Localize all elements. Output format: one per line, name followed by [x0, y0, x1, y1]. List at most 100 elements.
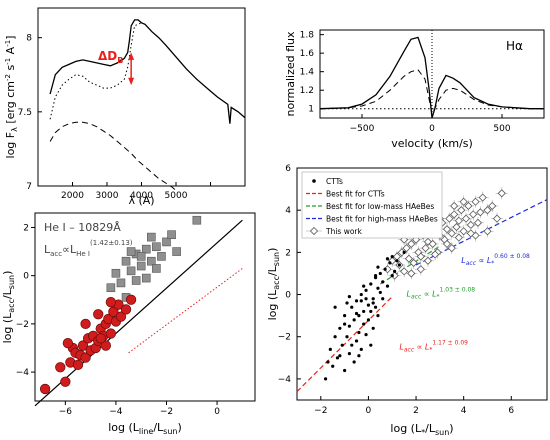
- lacc-this-work-point: [388, 256, 397, 265]
- lacc-this-work-point: [459, 227, 468, 236]
- hei-red-point: [93, 309, 104, 320]
- lacc-this-work-point: [400, 267, 409, 276]
- lacc-x-tick-label: 2: [413, 406, 419, 416]
- hei-gray-point: [131, 276, 141, 285]
- lacc-legend-label: Best fit for low-mass HAeBes: [326, 202, 434, 211]
- lacc-ctts-point: [373, 273, 378, 278]
- lacc-legend-label: Best fit for high-mass HAeBes: [326, 215, 438, 224]
- lacc-ctts-point: [369, 309, 373, 314]
- lacc-ctts-point: [369, 343, 373, 347]
- hei-red-point: [125, 294, 137, 305]
- lacc-ctts-point: [390, 254, 394, 259]
- lacc-this-work-point: [497, 189, 506, 198]
- lacc-ctts-point: [345, 301, 349, 305]
- lacc-ctts-point: [333, 335, 337, 339]
- lacc-ctts-point: [357, 330, 361, 335]
- hei-red-point: [95, 333, 106, 344]
- lacc-ctts-point: [397, 263, 401, 267]
- hei-red-point: [80, 352, 91, 363]
- hei-red-point: [100, 340, 111, 351]
- lacc-ctts-point: [373, 305, 378, 309]
- hei-x-tick-label: −6: [59, 407, 73, 417]
- lacc-ctts-point: [366, 318, 371, 322]
- lacc-this-work-point: [454, 233, 463, 242]
- lacc-legend-box: [301, 171, 443, 239]
- lacc-this-work-point: [447, 229, 456, 238]
- lacc-this-work-point: [464, 201, 473, 211]
- hei-red-point: [55, 362, 66, 373]
- sed-series-solid: [49, 19, 246, 124]
- lacc-ctts-point: [331, 364, 335, 368]
- halpha-x-tick-label: −500: [350, 124, 375, 134]
- sed-series-dashed: [49, 121, 177, 191]
- hei-gray-point: [116, 278, 126, 288]
- lacc-ctts-point: [338, 326, 342, 330]
- hei-red-point: [77, 340, 89, 351]
- lacc-ctts-point: [350, 343, 354, 347]
- lacc-y-tick-label: 2: [285, 248, 291, 258]
- lacc-legend-label: This work: [325, 227, 363, 236]
- lacc-this-work-point: [402, 244, 411, 253]
- halpha-profile-chart: −500 0 500 1 1.2 1.4 1.6 1.8 Hα velocity (km/s) no…: [284, 29, 545, 150]
- hei-fit-line: [34, 219, 243, 407]
- lacc-x-axis-label: log (L*/Lsun): [390, 422, 453, 437]
- lacc-ctts-point: [393, 269, 397, 273]
- lacc-ctts-point: [378, 271, 382, 276]
- sed-annotation-arrow-head: [128, 77, 135, 86]
- hei-y-axis-label: log (Lacc/Lsun): [1, 271, 16, 344]
- hei-gray-point: [152, 242, 161, 252]
- hei-y-tick-label: −4: [16, 368, 30, 378]
- lacc-ctts-point: [347, 324, 351, 328]
- lacc-ctts-point: [359, 347, 363, 351]
- halpha-x-tick-label: 0: [429, 124, 435, 134]
- hei-gray-point: [167, 230, 176, 239]
- lacc-this-work-point: [483, 206, 492, 215]
- halpha-y-tick-label: 1.6: [300, 49, 315, 59]
- lacc-this-work-point: [450, 201, 459, 211]
- hei-gray-point: [172, 247, 181, 256]
- hei-x-tick-label: −4: [109, 407, 123, 417]
- sed-x-tick-label: 5000: [165, 191, 188, 201]
- hei-red-point: [80, 318, 91, 330]
- hei-gray-point: [136, 252, 146, 261]
- lacc-ctts-point: [362, 322, 366, 326]
- lacc-this-work-point: [478, 193, 487, 202]
- sed-y-tick-label: 7: [26, 182, 32, 192]
- lacc-ctts-point: [357, 314, 361, 318]
- lacc-this-work-point: [454, 216, 463, 225]
- lacc-this-work-point: [416, 265, 425, 274]
- lacc-ctts-point: [343, 314, 347, 318]
- lacc-fit-label-0: Lacc ∝ L*1.17 ± 0.09: [399, 339, 468, 353]
- lacc-legend-marker: [312, 179, 316, 183]
- lacc-this-work-point: [457, 206, 466, 215]
- lacc-this-work-point: [459, 197, 468, 206]
- lacc-ctts-point: [359, 299, 363, 303]
- lacc-ctts-point: [345, 335, 349, 339]
- hei-red-point: [60, 376, 71, 387]
- lacc-ctts-point: [383, 267, 387, 271]
- hei-y-tick-label: −2: [16, 320, 29, 330]
- lacc-ctts-point: [352, 360, 356, 364]
- hei-accretion-chart: −6 −4 −2 0 −4 −2 0 2 He I – 10829Å Lacc∝LHe I(1.4…: [1, 212, 256, 436]
- lacc-ctts-point: [362, 284, 366, 288]
- hei-fit-line-dotted: [128, 267, 243, 354]
- lacc-ctts-point: [371, 326, 375, 330]
- hei-gray-point: [147, 256, 156, 266]
- lacc-ctts-point: [333, 305, 337, 309]
- lacc-ctts-point: [326, 360, 330, 364]
- lacc-this-work-point: [471, 197, 480, 206]
- lacc-ctts-point: [343, 368, 347, 373]
- lacc-ctts-point: [343, 322, 347, 326]
- lacc-ctts-point: [385, 257, 390, 261]
- lacc-ctts-point: [402, 250, 406, 254]
- hei-gray-point: [147, 232, 156, 242]
- lacc-ctts-point: [371, 301, 375, 305]
- halpha-x-tick-label: 500: [493, 124, 510, 134]
- lacc-legend-label: Best fit for CTTs: [326, 190, 385, 199]
- lacc-ctts-point: [364, 288, 368, 292]
- sed-y-tick-label: 7.5: [18, 108, 32, 118]
- lacc-this-work-point: [407, 239, 416, 248]
- lacc-ctts-point: [328, 347, 332, 351]
- sed-x-tick-label: 4000: [130, 191, 153, 201]
- lacc-ctts-point: [347, 295, 351, 299]
